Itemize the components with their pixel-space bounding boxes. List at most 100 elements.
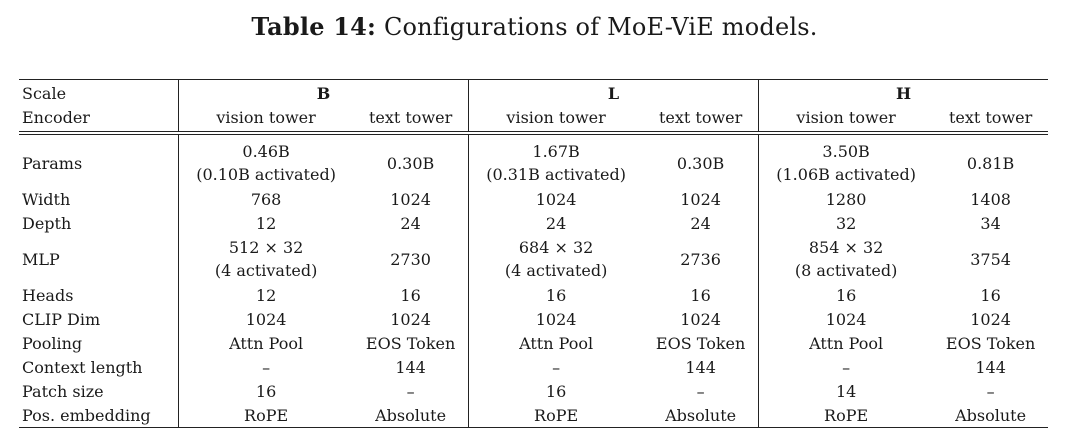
cell-line: 768 bbox=[250, 189, 282, 209]
cell-line: – bbox=[406, 381, 415, 401]
cell-patch-size-l-vision: 16 bbox=[469, 379, 644, 403]
cell-patch-size-h-vision: 14 bbox=[759, 379, 934, 403]
cell-line: – bbox=[986, 381, 995, 401]
cell-line: 2730 bbox=[390, 249, 431, 269]
table-row: MLP 512 × 32 (4 activated) 2730 684 × 32 (4 a… bbox=[19, 235, 1048, 283]
caption-text: Configurations of MoE-ViE models. bbox=[383, 13, 818, 41]
cell-mlp-b-text: 2730 bbox=[353, 235, 470, 283]
scale-label: Scale bbox=[19, 79, 179, 106]
cell-line: 3.50B bbox=[822, 142, 870, 161]
cell-pos-embedding-b-text: Absolute bbox=[353, 403, 470, 428]
cell-pooling-l-vision: Attn Pool bbox=[469, 331, 644, 355]
cell-line: (1.06B activated) bbox=[776, 165, 916, 184]
cell-clip-dim-b-text: 1024 bbox=[353, 307, 470, 331]
cell-line: RoPE bbox=[244, 405, 289, 425]
cell-width-l-vision: 1024 bbox=[469, 187, 644, 211]
cell-patch-size-h-text: – bbox=[933, 379, 1048, 403]
cell-pos-embedding-h-vision: RoPE bbox=[758, 403, 934, 428]
cell-line: 1024 bbox=[970, 309, 1011, 329]
cell-width-h-text: 1408 bbox=[933, 187, 1048, 211]
cell-line: RoPE bbox=[534, 405, 579, 425]
cell-depth-h-text: 34 bbox=[933, 211, 1048, 235]
h-vision-tower-header: vision tower bbox=[758, 106, 934, 135]
cell-line: 1408 bbox=[970, 189, 1011, 209]
cell-line: Attn Pool bbox=[229, 333, 304, 353]
cell-line: – bbox=[552, 357, 561, 377]
table-body: Scale B L H Encoder vision tower text to… bbox=[19, 79, 1048, 428]
row-label-context-length: Context length bbox=[19, 355, 179, 379]
cell-clip-dim-h-text: 1024 bbox=[933, 307, 1048, 331]
row-label-clip-dim: CLIP Dim bbox=[19, 307, 179, 331]
cell-line: RoPE bbox=[824, 405, 869, 425]
cell-line: 1024 bbox=[535, 189, 577, 209]
b-text-tower-header: text tower bbox=[353, 106, 470, 135]
cell-context-length-h-vision: – bbox=[759, 355, 934, 379]
cell-line: 24 bbox=[690, 213, 711, 233]
cell-line: 16 bbox=[690, 285, 711, 305]
l-vision-tower-header: vision tower bbox=[468, 106, 644, 135]
table-row: Pooling Attn Pool EOS Token Attn Pool EOS To… bbox=[19, 331, 1048, 355]
cell-pooling-b-text: EOS Token bbox=[353, 331, 470, 355]
cell-line: Absolute bbox=[955, 405, 1027, 425]
cell-depth-l-vision: 24 bbox=[469, 211, 644, 235]
cell-mlp-l-vision: 684 × 32 (4 activated) bbox=[469, 235, 644, 283]
cell-line: 144 bbox=[975, 357, 1006, 377]
cell-context-length-l-text: 144 bbox=[643, 355, 760, 379]
row-label-pos-embedding: Pos. embedding bbox=[19, 403, 179, 428]
cell-line: 512 × 32 bbox=[228, 238, 304, 257]
cell-line: 0.46B bbox=[242, 142, 290, 161]
cell-line: 1024 bbox=[390, 189, 431, 209]
cell-line: 1024 bbox=[680, 189, 721, 209]
cell-line: – bbox=[696, 381, 705, 401]
cell-heads-b-text: 16 bbox=[353, 283, 470, 307]
l-text-tower-header: text tower bbox=[643, 106, 760, 135]
cell-line: EOS Token bbox=[945, 333, 1036, 353]
cell-line: (0.31B activated) bbox=[486, 165, 626, 184]
table-row: Context length – 144 – 144 – 144 bbox=[19, 355, 1048, 379]
cell-line: 16 bbox=[255, 381, 277, 401]
b-vision-tower-header: vision tower bbox=[178, 106, 354, 135]
config-table: Scale B L H Encoder vision tower text to… bbox=[19, 79, 1048, 428]
row-label-patch-size: Patch size bbox=[19, 379, 179, 403]
cell-line: EOS Token bbox=[365, 333, 456, 353]
cell-depth-b-text: 24 bbox=[353, 211, 470, 235]
cell-clip-dim-l-vision: 1024 bbox=[469, 307, 644, 331]
table-row: Heads 12 16 16 16 16 16 bbox=[19, 283, 1048, 307]
encoder-label: Encoder bbox=[19, 106, 179, 135]
cell-line: (0.10B activated) bbox=[196, 165, 336, 184]
scale-l: L bbox=[468, 79, 760, 106]
cell-context-length-l-vision: – bbox=[469, 355, 644, 379]
cell-context-length-h-text: 144 bbox=[933, 355, 1048, 379]
cell-line: 854 × 32 bbox=[808, 238, 884, 257]
cell-patch-size-b-vision: 16 bbox=[179, 379, 354, 403]
cell-line: 16 bbox=[400, 285, 421, 305]
row-label-depth: Depth bbox=[19, 211, 179, 235]
cell-pos-embedding-h-text: Absolute bbox=[933, 403, 1048, 428]
cell-pooling-h-vision: Attn Pool bbox=[759, 331, 934, 355]
cell-pos-embedding-l-text: Absolute bbox=[643, 403, 760, 428]
cell-line: 16 bbox=[835, 285, 857, 305]
cell-width-b-text: 1024 bbox=[353, 187, 470, 211]
table-row: Patch size 16 – 16 – 14 – bbox=[19, 379, 1048, 403]
cell-line: 24 bbox=[545, 213, 567, 233]
cell-line: 16 bbox=[545, 285, 567, 305]
cell-line: 1024 bbox=[245, 309, 287, 329]
cell-params-l-text: 0.30B bbox=[643, 133, 760, 187]
cell-heads-h-vision: 16 bbox=[759, 283, 934, 307]
cell-line: (8 activated) bbox=[794, 261, 898, 280]
cell-line: (4 activated) bbox=[504, 261, 608, 280]
cell-params-h-vision: 3.50B (1.06B activated) bbox=[759, 133, 934, 187]
cell-params-h-text: 0.81B bbox=[933, 133, 1048, 187]
cell-context-length-b-vision: – bbox=[179, 355, 354, 379]
cell-line: 16 bbox=[980, 285, 1001, 305]
cell-line: 12 bbox=[255, 213, 277, 233]
cell-heads-l-text: 16 bbox=[643, 283, 760, 307]
cell-line: 1.67B bbox=[532, 142, 580, 161]
cell-line: – bbox=[262, 357, 271, 377]
row-label-mlp: MLP bbox=[19, 235, 179, 283]
cell-line: 24 bbox=[400, 213, 421, 233]
cell-line: 34 bbox=[980, 213, 1001, 233]
scale-header-row: Scale B L H bbox=[19, 79, 1048, 106]
cell-line: 1024 bbox=[535, 309, 577, 329]
cell-line: 2736 bbox=[680, 249, 721, 269]
